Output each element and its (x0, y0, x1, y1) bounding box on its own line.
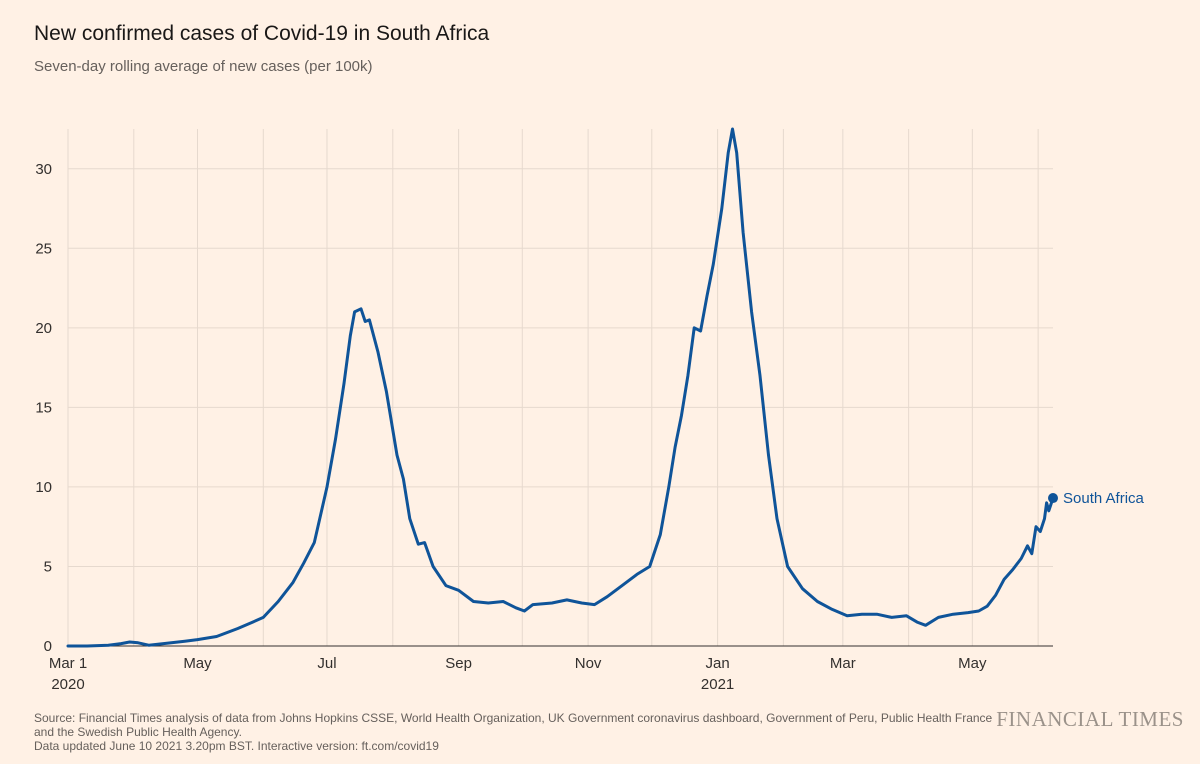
source-line-2: and the Swedish Public Health Agency. (34, 725, 242, 739)
line-chart: 0 5 10 15 20 25 30 Mar 1 2020 May Jul Sep Nov Jan 202… (35, 127, 1145, 693)
y-tick-label: 30 (35, 161, 52, 178)
grid (67, 129, 1053, 647)
updated-line: Data updated June 10 2021 3.20pm BST. In… (34, 739, 439, 753)
x-tick-label: May (183, 655, 212, 672)
x-tick-year-label: 2021 (701, 676, 734, 693)
financial-times-logo: FINANCIAL TIMES (996, 707, 1184, 731)
source-line-1: Source: Financial Times analysis of data… (34, 711, 993, 725)
y-tick-label: 20 (35, 320, 52, 337)
x-tick-label: Mar 1 (49, 655, 87, 672)
series: South Africa (66, 127, 1145, 648)
chart-subtitle: Seven-day rolling average of new cases (… (34, 58, 373, 75)
series-label: South Africa (1063, 490, 1145, 507)
x-tick-label: Nov (575, 655, 602, 672)
source-footer: Source: Financial Times analysis of data… (34, 711, 994, 753)
y-tick-label: 0 (44, 638, 52, 655)
x-tick-label: Sep (445, 655, 472, 672)
x-axis: Mar 1 2020 May Jul Sep Nov Jan 2021 Mar May (49, 655, 987, 693)
x-tick-year-label: 2020 (51, 676, 84, 693)
x-tick-label: Mar (830, 655, 856, 672)
y-tick-label: 25 (35, 240, 52, 257)
y-tick-label: 15 (35, 399, 52, 416)
series-end-marker (1048, 493, 1058, 504)
x-tick-label: Jul (317, 655, 336, 672)
series-line (66, 127, 1055, 648)
x-tick-label: May (958, 655, 987, 672)
y-tick-label: 10 (35, 479, 52, 496)
x-tick-label: Jan (705, 655, 729, 672)
chart-title: New confirmed cases of Covid-19 in South… (34, 22, 490, 45)
y-tick-label: 5 (44, 558, 52, 575)
y-axis: 0 5 10 15 20 25 30 (35, 161, 52, 655)
